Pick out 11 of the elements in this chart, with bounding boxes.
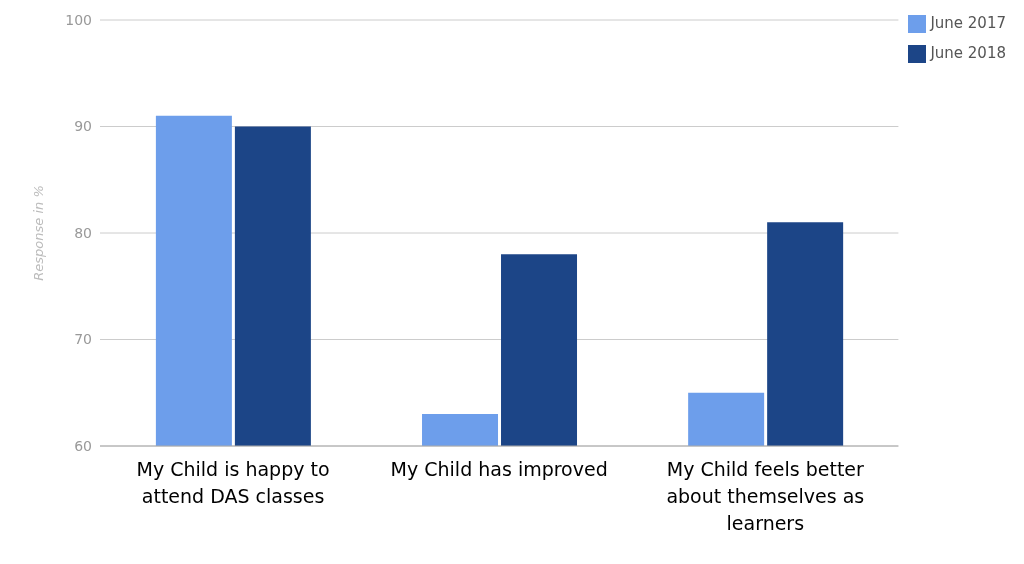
- y-tick-label: 90: [74, 118, 92, 135]
- y-tick-label: 70: [74, 331, 92, 348]
- legend-label: June 2017: [930, 14, 1006, 32]
- y-tick-label: 80: [74, 224, 92, 241]
- x-tick-label: My Child feels better about themselves as learners: [665, 457, 866, 536]
- legend-label: June 2018: [930, 44, 1006, 62]
- x-tick-label: My Child has improved: [389, 457, 609, 482]
- y-tick-label: 100: [65, 11, 92, 28]
- y-axis-title: Response in %: [30, 185, 46, 281]
- y-tick-label: 60: [74, 437, 92, 454]
- x-tick-label: My Child is happy to attend DAS classes: [135, 457, 331, 509]
